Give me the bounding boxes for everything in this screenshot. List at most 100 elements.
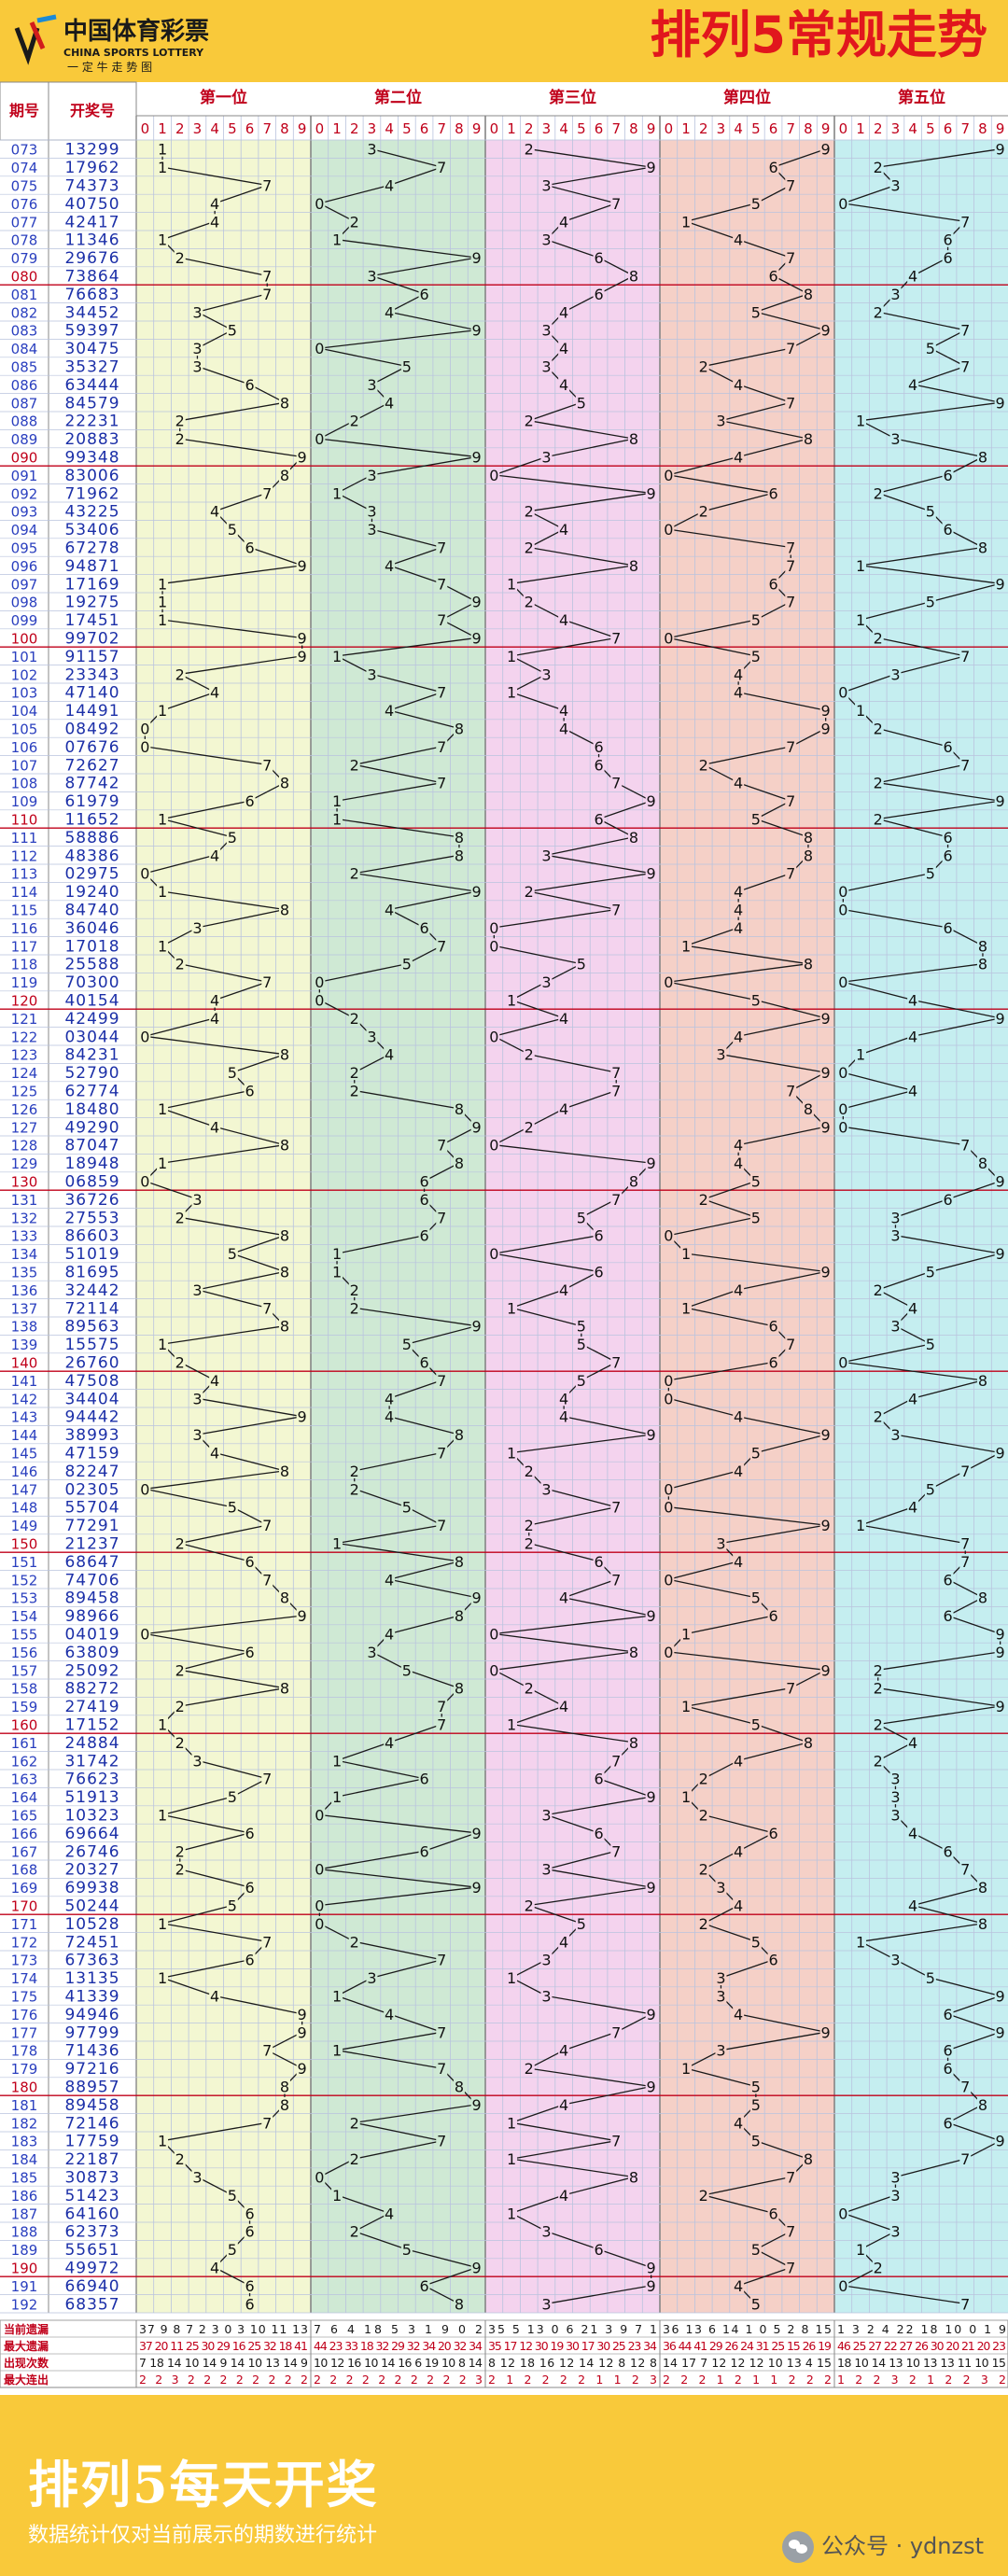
- number-cell: 42417: [64, 213, 119, 231]
- number-cell: 77291: [64, 1517, 119, 1535]
- digit-mark-bg: [924, 1481, 936, 1497]
- digit-mark: 4: [559, 303, 568, 321]
- digit-mark-bg: [418, 1771, 430, 1786]
- digit-mark-bg: [733, 231, 745, 247]
- trend-segment: [563, 1270, 599, 1291]
- digit-mark-bg: [506, 576, 518, 592]
- trend-segment: [947, 2031, 1001, 2051]
- digit-mark-bg: [855, 1934, 867, 1950]
- logo-mark-icon: [36, 14, 57, 23]
- digit-mark-bg: [191, 358, 203, 374]
- trend-segment: [912, 257, 948, 277]
- issue-cell: 098: [11, 595, 38, 611]
- trend-segment: [145, 854, 216, 875]
- trend-segment: [843, 2194, 896, 2214]
- digit-mark-bg: [645, 1789, 657, 1805]
- digit-mark-bg: [523, 594, 535, 609]
- trend-segment: [197, 2176, 233, 2196]
- issue-cell: 130: [11, 1174, 38, 1191]
- trend-segment: [494, 1615, 651, 1635]
- digit-mark-bg: [627, 557, 639, 573]
- digit-mark: 3: [367, 141, 376, 159]
- digit-mark: 1: [332, 1752, 342, 1770]
- trend-segment: [668, 1216, 756, 1237]
- digit-mark: 6: [943, 1571, 952, 1589]
- digit-mark-bg: [523, 539, 535, 555]
- digit-mark: 9: [996, 1698, 1005, 1715]
- digit-mark-bg: [593, 1825, 605, 1841]
- digit-mark: 6: [768, 268, 777, 286]
- trend-segment: [511, 1705, 565, 1726]
- trend-segment: [721, 401, 791, 422]
- digit-mark: 7: [786, 539, 795, 557]
- digit-mark: 2: [699, 503, 708, 521]
- digit-mark: 4: [734, 1752, 743, 1770]
- trend-segment: [737, 1742, 809, 1761]
- stat-label: 最大遗漏: [4, 2339, 49, 2353]
- stat-value: 37 20 11 25 30 29 16 25 32 18 41: [139, 2339, 308, 2353]
- trend-segment: [214, 981, 268, 1001]
- digit-mark-bg: [348, 2223, 360, 2239]
- digit-mark: 5: [228, 1788, 237, 1806]
- digit-mark: 5: [751, 1173, 761, 1191]
- issue-cell: 174: [11, 1970, 38, 1987]
- digit-mark: 5: [402, 956, 412, 973]
- digit-mark-bg: [348, 757, 360, 773]
- digit-mark: 2: [175, 1734, 185, 1752]
- digit-mark: 1: [332, 2042, 342, 2060]
- digit-mark: 9: [996, 1010, 1005, 1028]
- digit-mark: 2: [525, 503, 534, 521]
- digit-mark: 8: [280, 1589, 289, 1607]
- number-cell: 19275: [64, 594, 119, 612]
- trend-segment: [319, 203, 356, 222]
- digit-mark: 7: [262, 2114, 272, 2132]
- trend-segment: [668, 981, 756, 1001]
- trend-segment: [161, 927, 198, 946]
- digit-mark-bg: [663, 1572, 675, 1588]
- digit-mark-bg: [976, 1372, 988, 1388]
- digit-mark: 4: [385, 1390, 394, 1407]
- digit-mark: 0: [489, 937, 498, 955]
- trend-segment: [668, 528, 791, 549]
- number-cell: 52790: [64, 1064, 119, 1083]
- digit-mark-bg: [785, 594, 797, 609]
- digit-mark: 0: [315, 973, 324, 991]
- trend-segment: [843, 981, 914, 1001]
- digit-mark: 2: [525, 1046, 534, 1064]
- digit-mark: 4: [559, 213, 568, 231]
- number-cell: 74706: [64, 1571, 119, 1589]
- trend-segment: [354, 401, 390, 422]
- digit-mark: 5: [751, 2295, 761, 2313]
- trend-segment: [319, 1886, 477, 1907]
- digit-mark: 0: [664, 1571, 673, 1589]
- digit-mark: 3: [890, 1952, 900, 1969]
- digit-mark: 6: [943, 249, 952, 267]
- trend-segment: [336, 1235, 425, 1254]
- digit-mark: 4: [385, 1626, 394, 1644]
- digit-mark: 4: [385, 1408, 394, 1426]
- issue-cell: 142: [11, 1391, 38, 1407]
- digit-mark: 3: [367, 521, 376, 539]
- digit-mark-bg: [418, 1354, 430, 1370]
- digit-mark-bg: [453, 1155, 465, 1171]
- number-cell: 62774: [64, 1083, 119, 1101]
- digit-mark-bg: [209, 503, 221, 519]
- digit-mark-bg: [802, 1100, 814, 1116]
- trend-segment: [877, 1742, 914, 1761]
- digit-mark-bg: [174, 1354, 186, 1370]
- digit-mark-bg: [663, 522, 675, 538]
- issue-cell: 099: [11, 612, 38, 629]
- digit-mark-bg: [157, 1915, 169, 1931]
- digit-mark-bg: [645, 1427, 657, 1443]
- trend-segment: [755, 601, 791, 621]
- number-cell: 76683: [64, 286, 119, 304]
- digit-mark: 1: [158, 231, 167, 249]
- digit-mark: 5: [751, 195, 761, 213]
- digit-mark: 8: [455, 1100, 464, 1118]
- digit-mark-bg: [645, 1880, 657, 1896]
- digit-mark-bg: [314, 2169, 326, 2185]
- trend-segment: [843, 908, 948, 929]
- digit-mark-bg: [470, 322, 483, 338]
- digit-mark-bg: [366, 268, 378, 284]
- number-cell: 51913: [64, 1788, 119, 1807]
